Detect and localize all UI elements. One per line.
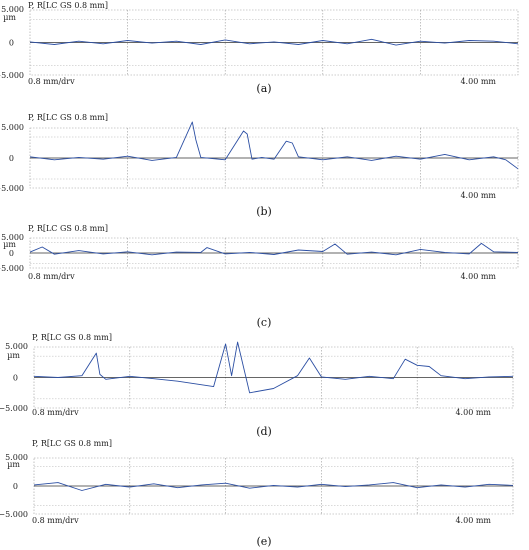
y-tick-label: −5.000: [0, 404, 28, 413]
x-left-label: 0.8 mm/drv: [28, 77, 75, 86]
y-unit-label: µm: [7, 460, 20, 469]
y-tick-label: 0: [9, 154, 14, 163]
panel-caption: (c): [257, 316, 272, 329]
y-tick-label: −5.000: [0, 510, 28, 519]
y-tick-label: −5.000: [0, 184, 24, 193]
x-right-label: 4.00 mm: [460, 191, 496, 200]
panel-title: P, R[LC GS 0.8 mm]: [28, 224, 108, 233]
y-tick-label: 5.000: [1, 123, 24, 132]
profile-line: [29, 242, 519, 256]
x-right-label: 4.00 mm: [455, 516, 491, 525]
x-right-label: 4.00 mm: [460, 272, 496, 281]
y-unit-label: µm: [3, 13, 16, 22]
panel-title: P, R[LC GS 0.8 mm]: [32, 333, 112, 342]
y-tick-label: 5.000: [1, 233, 24, 242]
y-tick-label: 0: [9, 39, 14, 48]
y-tick-label: 0: [13, 374, 18, 383]
y-tick-label: 5.000: [5, 342, 28, 351]
x-left-label: 0.8 mm/drv: [32, 408, 79, 417]
panel-title: P, R[LC GS 0.8 mm]: [28, 1, 108, 10]
y-tick-label: 0: [9, 249, 14, 258]
panel-title: P, R[LC GS 0.8 mm]: [32, 439, 112, 448]
panel-caption: (e): [256, 535, 271, 548]
profile-line: [29, 38, 519, 46]
profile-line: [33, 341, 514, 394]
panel-caption: (d): [256, 425, 272, 438]
y-tick-label: 5.000: [5, 453, 28, 462]
panel-caption: (a): [256, 82, 271, 95]
y-tick-label: −5.000: [0, 71, 24, 80]
y-unit-label: µm: [3, 240, 16, 249]
y-tick-label: 5.000: [1, 5, 24, 14]
y-tick-label: 0: [13, 482, 18, 491]
y-tick-label: −5.000: [0, 264, 24, 273]
x-left-label: 0.8 mm/drv: [32, 516, 79, 525]
x-right-label: 4.00 mm: [460, 77, 496, 86]
panel-title: P, R[LC GS 0.8 mm]: [28, 113, 108, 122]
profile-line: [33, 482, 514, 491]
y-unit-label: µm: [7, 351, 20, 360]
profile-line: [29, 121, 519, 170]
panel-caption: (b): [256, 205, 272, 218]
x-left-label: 0.8 mm/drv: [28, 272, 75, 281]
x-right-label: 4.00 mm: [455, 408, 491, 417]
